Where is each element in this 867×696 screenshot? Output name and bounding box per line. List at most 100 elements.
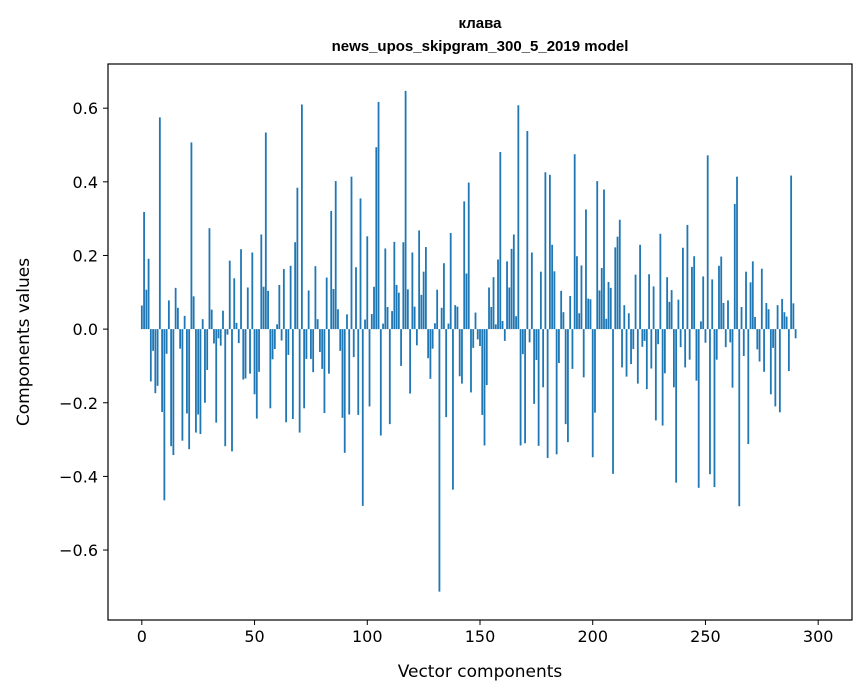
bar-170 <box>524 329 526 444</box>
bar-164 <box>510 248 513 330</box>
bar-165 <box>512 234 515 330</box>
bar-196 <box>582 329 585 378</box>
bar-107 <box>382 323 384 330</box>
bar-207 <box>607 281 610 330</box>
bar-231 <box>661 329 664 426</box>
bar-127 <box>427 329 430 359</box>
bar-105 <box>377 101 380 330</box>
bar-248 <box>700 321 702 330</box>
plot-frame <box>107 63 853 621</box>
bar-146 <box>470 329 472 393</box>
bar-47 <box>246 287 249 330</box>
bar-227 <box>652 286 655 330</box>
bar-192 <box>573 154 576 330</box>
bar-154 <box>488 287 490 330</box>
bar-74 <box>307 290 310 330</box>
bar-163 <box>508 287 511 330</box>
bar-61 <box>278 284 281 330</box>
bar-3 <box>147 258 150 330</box>
bar-226 <box>650 329 653 369</box>
bar-77 <box>314 266 317 330</box>
bar-281 <box>774 329 777 407</box>
bar-160 <box>501 321 504 330</box>
bar-177 <box>539 271 542 330</box>
bar-144 <box>465 273 468 330</box>
bar-112 <box>393 241 396 330</box>
y-tick-label-5: 0.4 <box>73 173 98 192</box>
bar-282 <box>776 305 779 330</box>
bar-31 <box>210 309 213 330</box>
bar-286 <box>785 316 788 330</box>
bar-270 <box>749 282 752 330</box>
bar-202 <box>596 181 599 330</box>
bar-34 <box>217 329 220 339</box>
bar-252 <box>709 329 711 475</box>
bar-25 <box>197 329 200 415</box>
bar-166 <box>515 316 517 330</box>
bar-222 <box>641 329 644 347</box>
bar-173 <box>530 252 533 330</box>
bar-210 <box>614 247 617 330</box>
bar-11 <box>165 329 168 354</box>
bar-137 <box>449 233 452 330</box>
bar-255 <box>715 329 718 360</box>
bar-153 <box>485 329 488 386</box>
bar-179 <box>544 172 547 330</box>
bar-59 <box>273 329 276 349</box>
x-tick-label-4: 200 <box>577 627 608 646</box>
x-tick-label-6: 300 <box>803 627 834 646</box>
bar-214 <box>623 305 626 330</box>
bar-195 <box>580 265 583 330</box>
bar-230 <box>659 233 662 330</box>
bar-183 <box>553 271 556 330</box>
bar-193 <box>576 256 578 330</box>
bar-188 <box>564 329 567 425</box>
bar-232 <box>663 329 666 374</box>
y-axis-ticks: −0.6 −0.4 −0.2 0.0 0.2 0.4 0.6 <box>59 99 108 560</box>
bar-46 <box>244 329 247 379</box>
bar-218 <box>632 329 635 349</box>
bar-27 <box>201 319 204 330</box>
y-tick-label-1: −0.4 <box>59 467 98 486</box>
bar-75 <box>310 329 312 359</box>
bar-58 <box>271 329 274 360</box>
bar-178 <box>542 329 545 388</box>
bar-257 <box>720 256 723 330</box>
bar-204 <box>600 267 603 330</box>
bar-174 <box>533 329 536 404</box>
bar-267 <box>742 329 745 356</box>
bar-88 <box>339 329 342 351</box>
bar-234 <box>668 301 671 330</box>
bar-114 <box>397 292 400 330</box>
bar-217 <box>630 329 632 365</box>
bar-260 <box>727 300 729 330</box>
bar-190 <box>569 295 572 330</box>
bar-65 <box>287 329 290 355</box>
bar-148 <box>474 312 477 330</box>
bar-36 <box>222 310 224 330</box>
bar-92 <box>348 329 351 415</box>
bar-131 <box>436 289 439 330</box>
bar-139 <box>454 305 457 330</box>
bar-136 <box>447 323 450 330</box>
bar-225 <box>648 274 650 330</box>
bar-42 <box>235 322 238 330</box>
bar-94 <box>352 329 355 358</box>
bar-56 <box>267 290 269 330</box>
bar-249 <box>702 276 705 330</box>
bar-228 <box>654 329 657 421</box>
bar-63 <box>282 269 285 330</box>
bar-288 <box>790 175 793 330</box>
bar-215 <box>625 329 628 377</box>
bar-284 <box>781 298 784 330</box>
bar-103 <box>373 286 375 330</box>
bar-119 <box>409 329 412 394</box>
bar-115 <box>400 329 402 366</box>
bar-50 <box>253 329 256 395</box>
bar-14 <box>172 329 175 456</box>
bar-209 <box>612 329 614 474</box>
bar-242 <box>686 224 689 330</box>
bar-239 <box>679 329 682 348</box>
bar-201 <box>594 329 596 413</box>
